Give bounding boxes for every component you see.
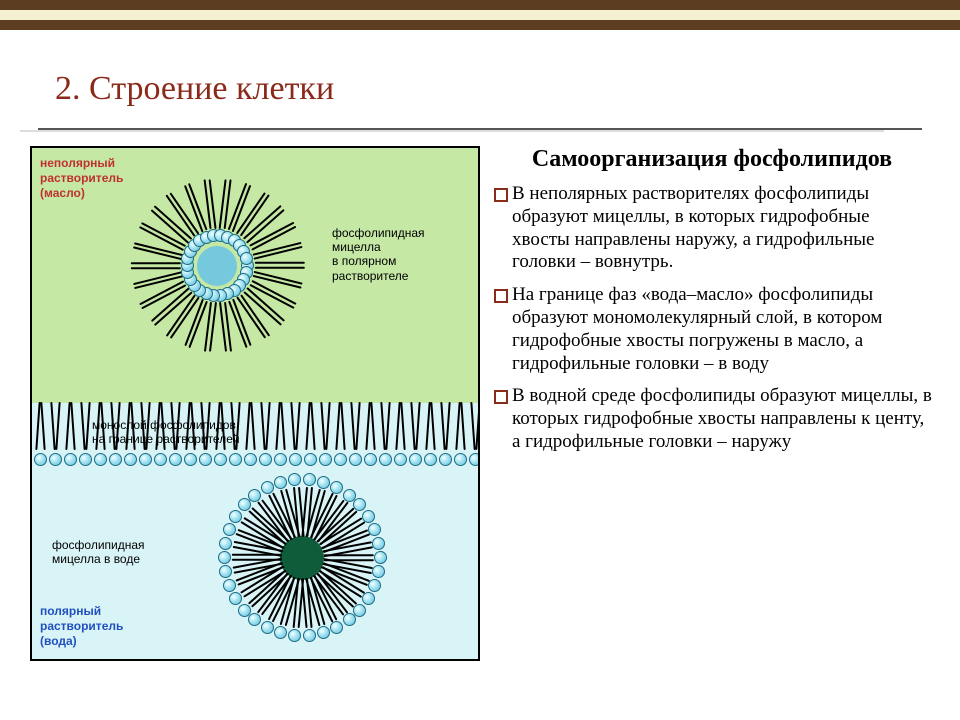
reverse-micelle-label: фосфолипидная мицелла в полярном раствор… (332, 226, 425, 284)
header-stripes (0, 0, 960, 30)
divider-shadow (20, 130, 884, 132)
content-row: неполярный растворитель (масло) фосфолип… (0, 132, 960, 661)
bullet-item: В водной среде фосфолипиды образуют мице… (492, 385, 932, 453)
subtitle: Самоорганизация фосфолипидов (492, 146, 932, 174)
bullet-list: В неполярных растворителях фосфолипиды о… (492, 183, 932, 454)
normal-micelle-label: фосфолипидная мицелла в воде (52, 538, 145, 567)
monolayer-label: монослой фосфолипидов на границе раствор… (92, 418, 240, 447)
water-solvent-label: полярный растворитель (вода) (40, 604, 123, 649)
page-title: 2. Строение клетки (55, 70, 920, 108)
bullet-item: В неполярных растворителях фосфолипиды о… (492, 183, 932, 274)
bullet-item: На границе фаз «вода–масло» фосфолипиды … (492, 284, 932, 375)
title-region: 2. Строение клетки (0, 30, 960, 118)
text-column: Самоорганизация фосфолипидов В неполярны… (492, 146, 940, 661)
figure-column: неполярный растворитель (масло) фосфолип… (30, 146, 480, 661)
oil-solvent-label: неполярный растворитель (масло) (40, 156, 123, 201)
phospholipid-diagram: неполярный растворитель (масло) фосфолип… (30, 146, 480, 661)
